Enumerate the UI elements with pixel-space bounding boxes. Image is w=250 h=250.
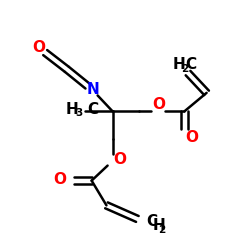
Text: H: H	[153, 218, 166, 233]
Text: O: O	[152, 97, 165, 112]
Text: 2: 2	[158, 224, 166, 234]
Text: H: H	[173, 57, 186, 72]
Text: C: C	[146, 214, 157, 229]
Text: C: C	[185, 57, 196, 72]
Text: O: O	[32, 40, 45, 54]
Text: O: O	[185, 130, 198, 145]
Text: N: N	[87, 82, 100, 97]
Text: O: O	[54, 172, 66, 187]
Text: H: H	[65, 102, 78, 117]
Text: 3: 3	[76, 108, 83, 118]
Text: O: O	[113, 152, 126, 167]
Text: C: C	[88, 102, 99, 117]
Text: 2: 2	[181, 64, 188, 74]
